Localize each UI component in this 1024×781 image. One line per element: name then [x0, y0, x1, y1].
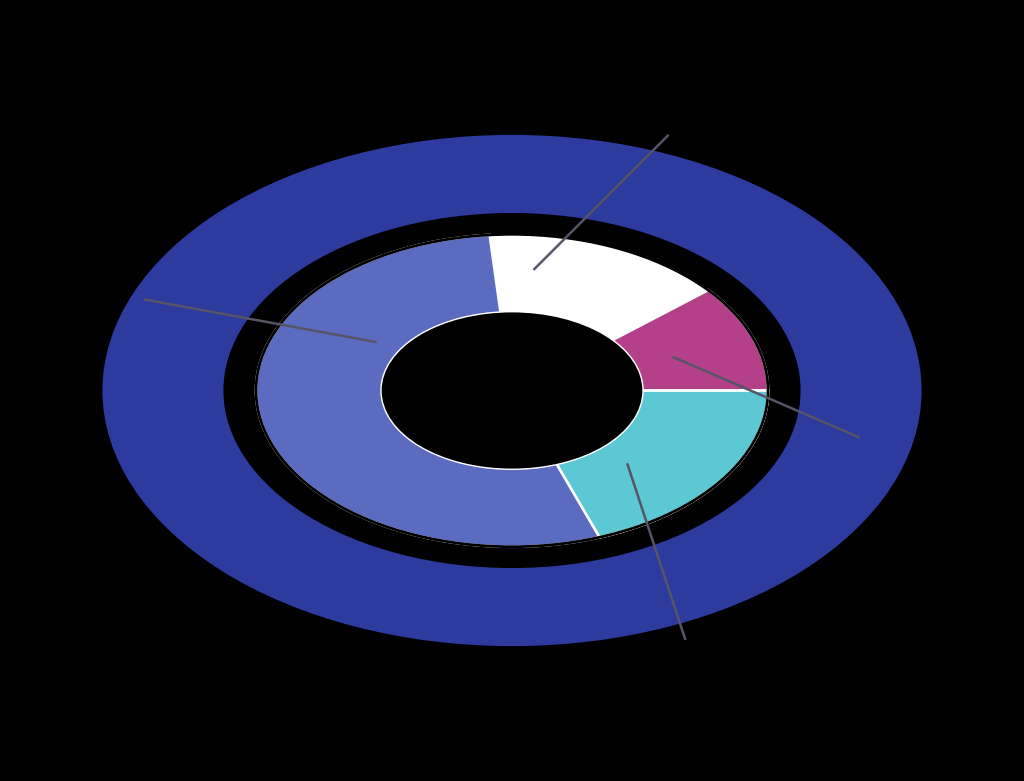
Ellipse shape: [102, 135, 922, 646]
Polygon shape: [557, 390, 768, 537]
Polygon shape: [256, 235, 621, 547]
Ellipse shape: [223, 213, 801, 568]
Ellipse shape: [256, 234, 768, 547]
Polygon shape: [611, 290, 768, 390]
Ellipse shape: [382, 312, 642, 469]
Polygon shape: [567, 390, 768, 532]
